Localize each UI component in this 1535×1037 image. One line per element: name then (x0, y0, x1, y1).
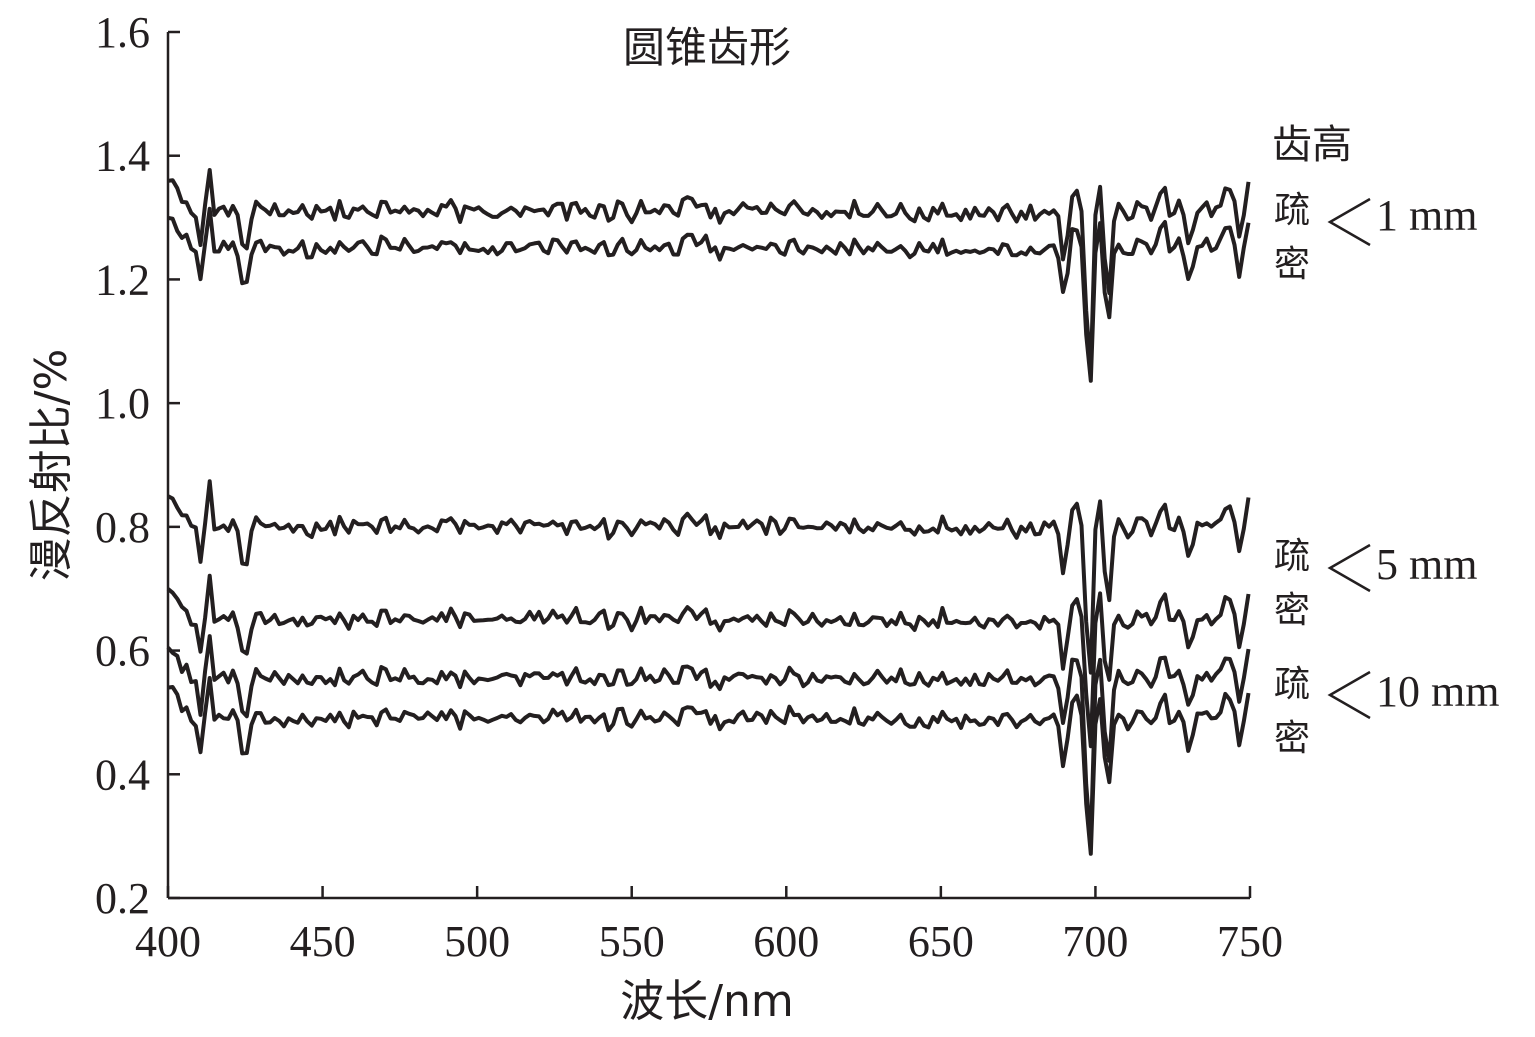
series-line-6 (167, 676, 1251, 856)
legend-5mm-bracket (1327, 543, 1371, 593)
x-tick-label-750: 750 (1217, 917, 1283, 966)
y-tick-label-0.4: 0.4 (95, 750, 150, 799)
series-line-2 (167, 206, 1251, 383)
y-tick-label-1.4: 1.4 (95, 132, 150, 181)
x-tick-label-600: 600 (753, 917, 819, 966)
y-tick-label-1.6: 1.6 (95, 8, 150, 57)
series-layer (166, 168, 1251, 856)
x-tick-label-700: 700 (1062, 917, 1128, 966)
legend: 齿高 疏 密 1 mm 疏 密 5 mm 疏 密 10 mm (1272, 122, 1499, 759)
x-ticks: 400 450 500 550 600 650 700 750 (135, 886, 1283, 966)
y-tick-label-0.8: 0.8 (95, 503, 150, 552)
x-tick-label-650: 650 (908, 917, 974, 966)
legend-10mm-lower: 密 (1274, 718, 1310, 759)
legend-5mm-value: 5 mm (1376, 540, 1477, 589)
legend-1mm-bracket (1327, 197, 1371, 247)
y-ticks: 0.2 0.4 0.6 0.8 1.0 1.2 1.4 1.6 (95, 8, 180, 923)
x-tick-label-500: 500 (444, 917, 510, 966)
legend-1mm-upper: 疏 (1274, 190, 1310, 231)
chart-title: 圆锥齿形 (623, 23, 791, 72)
legend-10mm-value: 10 mm (1376, 667, 1499, 716)
legend-10mm-upper: 疏 (1274, 664, 1310, 705)
x-axis-label: 波长/nm (620, 976, 794, 1027)
legend-10mm-bracket (1327, 670, 1371, 720)
legend-header: 齿高 (1272, 122, 1352, 168)
series-line-3 (167, 479, 1251, 675)
x-tick-label-400: 400 (135, 917, 201, 966)
legend-5mm-upper: 疏 (1274, 536, 1310, 577)
x-tick-label-450: 450 (290, 917, 356, 966)
series-line-4 (166, 573, 1251, 749)
y-axis-label: 漫反射比/% (26, 349, 77, 582)
series-line-1 (167, 168, 1251, 373)
legend-1mm-value: 1 mm (1376, 191, 1477, 240)
legend-1mm-lower: 密 (1274, 244, 1310, 285)
x-tick-label-550: 550 (599, 917, 665, 966)
y-tick-label-1.2: 1.2 (95, 255, 150, 304)
y-tick-label-0.2: 0.2 (95, 874, 150, 923)
legend-5mm-lower: 密 (1274, 590, 1310, 631)
y-tick-label-0.6: 0.6 (95, 627, 150, 676)
y-tick-label-1.0: 1.0 (95, 379, 150, 428)
series-line-5 (166, 634, 1251, 846)
